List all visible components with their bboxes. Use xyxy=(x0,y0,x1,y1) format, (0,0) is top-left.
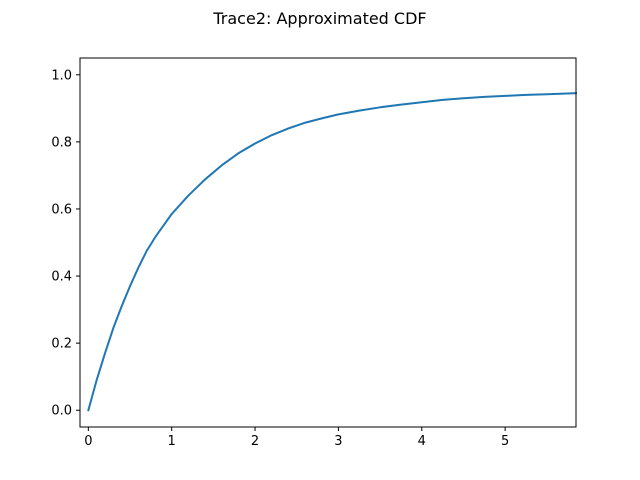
x-tick-label: 3 xyxy=(334,434,342,449)
y-tick-label: 0.0 xyxy=(51,404,72,419)
chart-title: Trace2: Approximated CDF xyxy=(212,9,426,28)
y-tick-label: 0.2 xyxy=(51,337,72,352)
y-tick-label: 0.8 xyxy=(51,135,72,150)
x-tick-label: 4 xyxy=(418,434,426,449)
x-tick-label: 0 xyxy=(84,434,92,449)
y-tick-label: 1.0 xyxy=(51,68,72,83)
x-tick-label: 1 xyxy=(168,434,176,449)
series-line-0 xyxy=(87,92,578,412)
x-tick-label: 2 xyxy=(251,434,259,449)
plot-axes: 0 1 2 3 4 5 0.0 0.2 0.4 0.6 0.8 1.0 xyxy=(51,57,578,449)
axes-frame xyxy=(79,57,577,428)
x-tick-label: 5 xyxy=(501,434,509,449)
y-tick-label: 0.6 xyxy=(51,202,72,217)
y-tick-label: 0.4 xyxy=(51,270,72,285)
